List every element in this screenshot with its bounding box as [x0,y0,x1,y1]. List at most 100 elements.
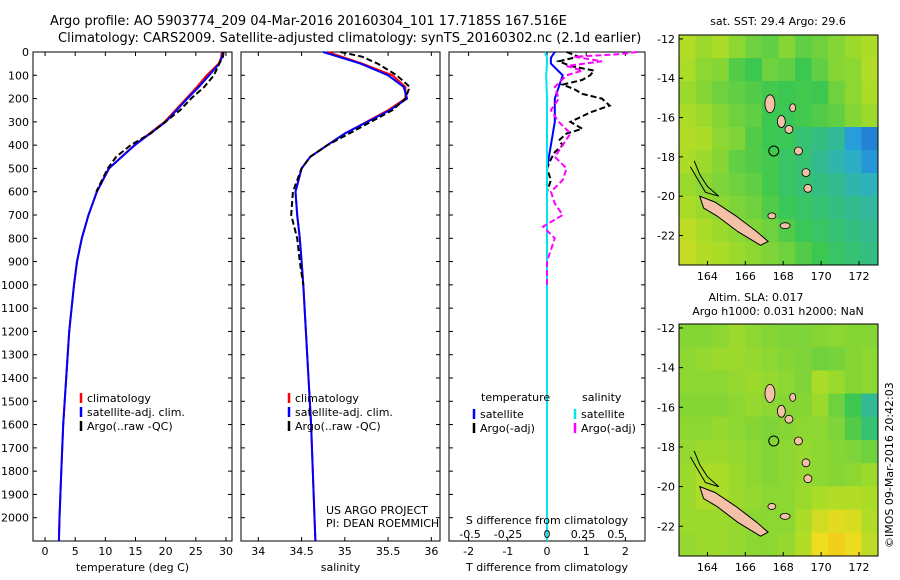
temperature-xtick-label: 30 [219,545,233,558]
sst_map-cell [695,104,713,128]
sst_map-cell [811,58,829,82]
sst_map-ytick-label: -20 [657,190,675,203]
sla_map-cell [828,440,846,464]
sst_map-cell [828,196,846,220]
sla-map-title-line1: Altim. SLA: 0.017 [708,291,803,304]
sst_map-cell [679,35,697,59]
sla_map-xtick-label: 168 [773,561,794,574]
sla_map-island [779,512,791,520]
sla_map-cell [861,463,879,487]
temperature-ytick-label: 2000 [1,512,29,525]
sst_map-cell [745,58,763,82]
sst_map-cell [679,58,697,82]
sla_map-cell [844,393,862,418]
diff-xtick-S-label: 0.5 [607,528,625,541]
temperature-ytick-label: 100 [8,69,29,82]
sst_map-cell [745,242,763,266]
sla_map-cell [712,463,730,487]
sst_map-cell [828,81,846,105]
sst_map-cell [795,196,813,220]
sst_map-cell [712,242,730,266]
diff-legend-header-temperature: temperature [481,391,550,404]
sst_map-xtick-label: 172 [849,270,870,283]
sla_map-cell [811,347,829,371]
sla_map-cell [695,416,713,441]
salinity-xlabel: salinity [321,561,361,574]
salinity-legend-label: satellite-adj. clim. [295,406,393,419]
diff-legend-label: satellite [581,408,625,421]
sst_map-cell [861,58,879,82]
sla_map-cell [844,440,862,464]
diff-legend-label: Argo(-adj) [480,422,535,435]
sst_map-cell [745,35,763,59]
sst_map-cell [679,104,697,128]
sla_map-ytick-label: -22 [657,520,675,533]
sst_map-reef-outline [689,160,720,197]
sst_map-cell [795,35,813,59]
temperature-ytick-label: 1400 [1,372,29,385]
salinity-frame [240,51,441,542]
sla_map-cell [844,532,862,557]
sla_map-cell [679,532,697,557]
sla_map-island [794,436,803,446]
salinity-series-satellite-adj-clim- [294,51,409,542]
sst_map-cell [761,219,779,243]
temperature-series-argo-raw-qc- [95,51,225,193]
sla_map-cell [778,440,796,464]
sla_map-cell [695,532,713,557]
sla_map-cell [695,324,713,348]
sla_map-cell [728,370,746,395]
sla_map-cell [745,347,763,371]
sst_map-cell [712,219,730,243]
sla_map-cell [712,370,730,395]
sst_map-island [801,168,811,178]
salinity-legend-label: Argo(..raw -QC) [295,420,381,433]
sst_map-cell [679,150,697,174]
temperature-frame [32,51,233,542]
temperature-ytick-label: 1800 [1,465,29,478]
sst_map-cell [679,242,697,266]
sst_map-argo-marker [768,145,780,157]
sla_map-cell [811,463,829,487]
sst_map-cell [861,127,879,151]
sla_map-cell [728,347,746,371]
sla_map-cell [761,463,779,487]
sst_map-xtick-label: 166 [735,270,756,283]
panel-salinity: 34 34.5 35 35.5 36 salinity [240,51,441,574]
diff-xtick-S-label: 0.25 [571,528,596,541]
sst_map-xtick-label: 170 [811,270,832,283]
sla_map-cell [795,509,813,534]
sla_map-cell [811,393,829,418]
salinity-xtick-label: 35.5 [376,545,401,558]
sla_map-cell [695,440,713,464]
sla_map-cell [861,324,879,348]
temperature-ytick-label: 1900 [1,488,29,501]
sla_map-ytick-label: -16 [657,401,675,414]
sla_map-cell [795,324,813,348]
sst_map-cell [861,35,879,59]
sst_map-cell [695,242,713,266]
sst_map-cell [761,58,779,82]
sla_map-cell [761,532,779,557]
salinity-annotation: PI: DEAN ROEMMICH [326,517,439,530]
sla_map-cell [695,393,713,418]
sla_map-cell [844,370,862,395]
sla_map-cell [828,463,846,487]
sla_map-island [784,414,794,424]
sla_map-cell [795,532,813,557]
sst_map-cell [745,196,763,220]
panel-differences: -2 -1 0 1 2 T difference from climatology [448,51,646,574]
sla_map-cell [761,440,779,464]
sst_map-cell [728,127,746,151]
temperature-ytick-label: 300 [8,116,29,129]
sla_map-cell [811,486,829,511]
sla_map-landmass-new-caledonia [699,485,769,537]
sst_map-cell [728,150,746,174]
sst_map-cell [712,104,730,128]
temperature-series-satellite-adj-clim- [57,51,224,542]
sst_map-cell [828,219,846,243]
sst_map-cell [828,242,846,266]
sla_map-island [801,458,811,468]
temperature-legend-label: Argo(..raw -QC) [87,420,173,433]
sla_map-reef-outline [689,450,720,488]
